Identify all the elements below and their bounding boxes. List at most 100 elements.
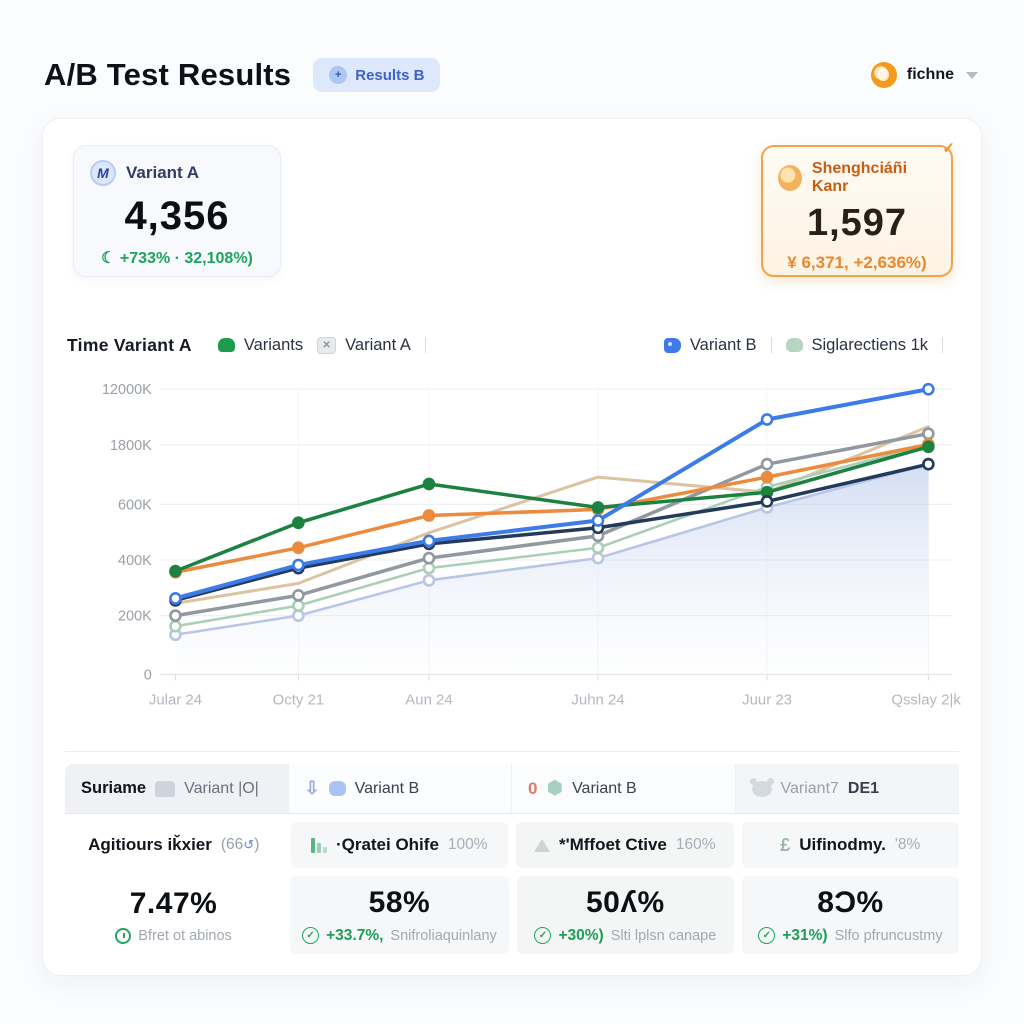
user-name: fichne	[906, 66, 954, 83]
plus-circle-icon: +	[329, 66, 348, 84]
series-point-navy	[922, 457, 935, 471]
tab-variant7[interactable]: Variant7 DE1	[735, 764, 959, 813]
series-line-area-ghost	[174, 462, 930, 636]
blue-tag-icon	[663, 337, 681, 353]
results-badge[interactable]: + Results B	[313, 58, 441, 92]
metric-delta: +31%)	[782, 926, 828, 944]
x-axis-label: Juur 23	[742, 692, 792, 709]
series-point-orange	[760, 470, 774, 484]
clock-icon	[115, 927, 132, 944]
results-badge-label: Results B	[355, 66, 425, 84]
check-circle-icon: ✓	[758, 927, 776, 944]
series-point-variants-green	[922, 440, 935, 454]
series-point-area-ghost	[292, 609, 305, 622]
metric-head-3: *'Mffoet Ctive 160%	[516, 822, 734, 868]
series-point-variants-green	[591, 501, 605, 514]
pound-icon: £	[780, 834, 791, 855]
series-line-gray	[173, 431, 931, 618]
series-point-siglarectiens	[169, 619, 182, 633]
variant-tabs: Suriame Variant |O| ⇩ Variant B 0 ⬢ Vari…	[65, 764, 959, 814]
hexagon-icon: ⬢	[546, 778, 564, 799]
series-point-variant-b-blue	[922, 382, 935, 396]
metric-note: Bfret ot abinos	[138, 927, 232, 944]
y-axis-label: 400K	[118, 553, 152, 569]
blue-blob-icon	[328, 781, 346, 796]
legend-item-siglarectiens[interactable]: Siglarectiens 1k	[785, 336, 928, 355]
chart-legend: Time Variant A Variants ✕ Variant A Vari…	[67, 329, 957, 361]
archive-icon	[155, 780, 176, 797]
metric-count-close: )	[254, 836, 260, 853]
tab-label-muted: Variant7	[780, 779, 839, 797]
tab-label: Variant |O|	[184, 779, 259, 797]
metric-name: ·Qratei Ohife	[335, 835, 439, 854]
tab-label: DE1	[847, 779, 880, 797]
legend-label: Variant B	[689, 335, 757, 354]
variant-a-delta: ☾ +733% · 32,108%)	[101, 250, 253, 267]
metric-value: 58%	[368, 885, 431, 919]
series-point-variant-b-blue	[422, 534, 436, 548]
x-axis-label: Octy 21	[273, 692, 325, 709]
legend-item-variants[interactable]: Variants	[217, 335, 304, 355]
series-point-navy	[760, 495, 774, 508]
series-point-variant-b-blue	[169, 592, 182, 605]
koala-icon	[749, 777, 774, 797]
zero-icon: 0	[528, 778, 538, 798]
down-arrow-icon: ⇩	[304, 778, 320, 798]
series-point-gray	[292, 588, 305, 602]
green-blob-icon	[217, 338, 235, 352]
y-axis-label: 12000K	[102, 382, 152, 398]
x-axis-label: Qsslay 2|k	[891, 692, 961, 709]
legend-divider	[424, 337, 426, 353]
series-point-gray	[169, 609, 182, 622]
stat-card-variant-a[interactable]: M Variant A 4,356 ☾ +733% · 32,108%)	[73, 145, 281, 277]
metric-name: Agitiours iǩxier	[88, 835, 212, 854]
tab-variant-b-1[interactable]: ⇩ Variant B	[288, 764, 512, 813]
series-point-variant-b-blue	[292, 558, 305, 572]
legend-item-variant-a[interactable]: ✕ Variant A	[317, 336, 411, 355]
chevron-down-icon	[966, 71, 978, 79]
metric-delta: +33.7%,	[326, 926, 384, 944]
metric-value: 50ʎ%	[585, 885, 665, 919]
metric-name: Uifinodmy.	[799, 835, 886, 854]
tab-label: Variant B	[354, 779, 420, 797]
metric-value: 7.47%	[129, 886, 218, 920]
series-point-siglarectiens	[292, 599, 305, 612]
user-menu[interactable]: fichne	[870, 62, 978, 88]
metric-count: (66↺)	[221, 836, 259, 854]
tab-title: Suriame	[81, 779, 147, 797]
divider	[65, 751, 959, 752]
metric-note: Snifroliaquinlany	[390, 927, 497, 944]
check-circle-icon: ✓	[302, 927, 320, 944]
series-point-variants-green	[422, 477, 436, 491]
metric-header-row: Agitiours iǩxier (66↺) ·Qratei Ohife 100…	[65, 822, 959, 868]
legend-label: Variants	[243, 335, 304, 354]
series-line-orange	[173, 442, 931, 575]
highlight-delta: ¥ 6,371, +2,636%)	[787, 253, 927, 272]
metric-name: *'Mffoet Ctive	[558, 835, 667, 854]
series-point-gray	[760, 457, 774, 471]
line-chart: 0 200K 400K 600K 1800K 12000K Jular 24 Octy 21 A…	[63, 371, 961, 731]
legend-title: Time Variant A	[67, 334, 192, 355]
legend-item-variant-b[interactable]: Variant B	[663, 335, 757, 355]
series-point-orange	[422, 509, 436, 522]
check-circle-icon: ✓	[534, 927, 552, 944]
series-line-navy	[173, 462, 931, 603]
page-title: A/B Test Results	[44, 57, 292, 92]
metrics-table: Suriame Variant |O| ⇩ Variant B 0 ⬢ Vari…	[65, 751, 959, 961]
series-point-variant-b-blue	[591, 514, 605, 527]
x-axis-label: Jular 24	[149, 692, 202, 709]
x-axis-label: Juhn 24	[571, 692, 624, 709]
series-point-variant-b-blue	[760, 413, 774, 426]
close-box-icon: ✕	[317, 336, 337, 354]
metric-pct: '8%	[894, 836, 921, 853]
tab-variant-b-2[interactable]: 0 ⬢ Variant B	[512, 764, 736, 813]
metric-pct: 100%	[447, 836, 488, 853]
tab-suriame[interactable]: Suriame Variant |O|	[65, 764, 289, 813]
metric-delta: +30%)	[558, 926, 604, 944]
metric-value-2: 58% ✓ +33.7%, Snifroliaquinlany	[290, 876, 509, 954]
legend-divider	[770, 337, 772, 353]
stat-card-highlight[interactable]: Shenghciáñi Kanr 1,597 ¥ 6,371, +2,636%)	[761, 139, 955, 277]
metric-value-4: 8Ɔ% ✓ +31%) Slfo pfruncustmy	[741, 876, 959, 954]
metric-value-3: 50ʎ% ✓ +30%) Slti lplsn canape	[516, 876, 734, 954]
x-axis-label: Aun 24	[405, 692, 452, 709]
